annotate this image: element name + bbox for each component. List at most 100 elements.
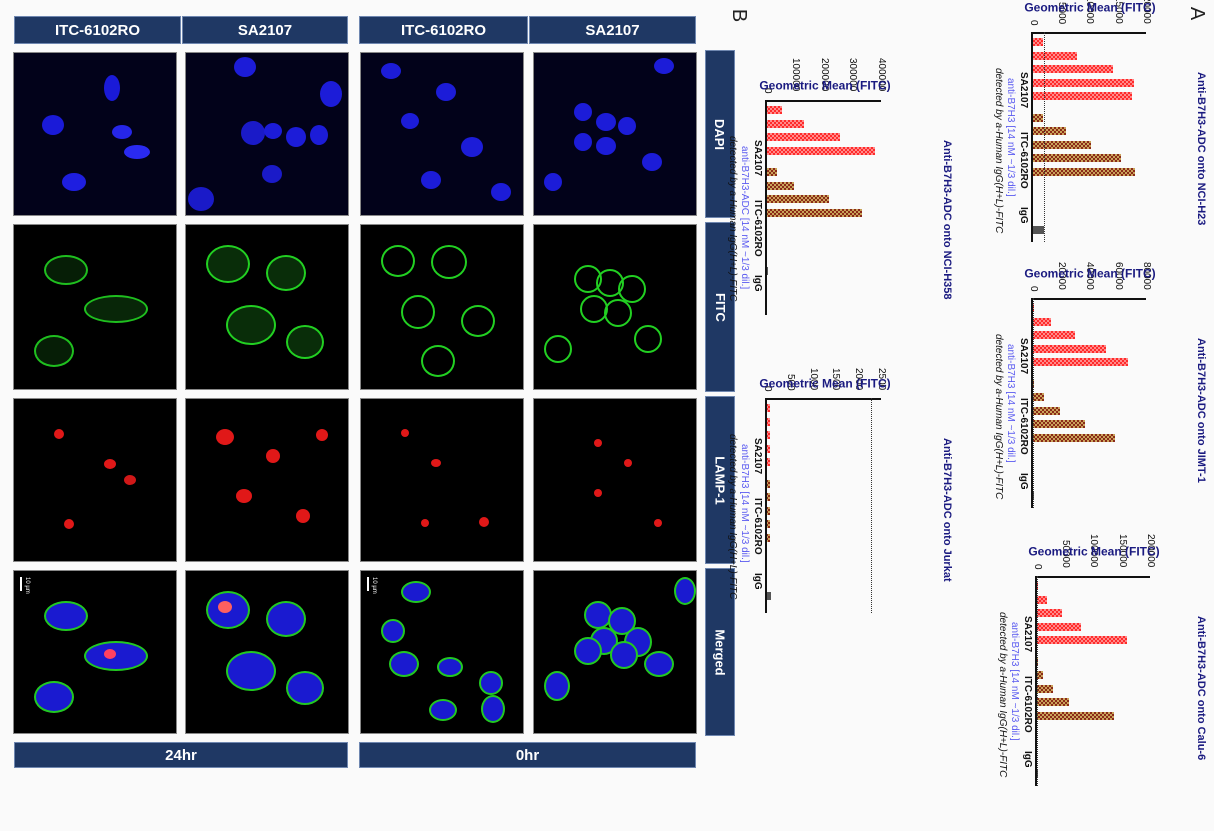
image-0hr-itc-fitc — [360, 224, 524, 390]
bar-itc — [1037, 698, 1070, 706]
time-label-0hr: 0hr — [359, 742, 696, 768]
row-label-dapi: DAPI — [705, 50, 735, 218]
y-tick-label: 0 — [1032, 564, 1043, 570]
reference-line — [1033, 298, 1035, 508]
bar-itc — [767, 506, 771, 515]
image-0hr-sa-dapi — [533, 52, 697, 216]
category-label: ITC-6102RO — [1022, 676, 1033, 733]
x-axis-note: anti-B7H3-ADC [14 nM ~1/3 dil.] — [739, 146, 750, 290]
chart-title: Anti-B7H3-ADC onto NCI-H23 — [1195, 72, 1207, 226]
bar-sa — [1033, 317, 1052, 326]
value-axis-spine — [767, 100, 881, 102]
column-header-24hr-itc: ITC-6102RO — [14, 16, 181, 44]
bar-sa — [1033, 358, 1128, 366]
bar-itc — [767, 208, 863, 217]
bar-sa — [1037, 609, 1063, 617]
chart-title: Anti-B7H3-ADC onto JIMT-1 — [1195, 338, 1207, 483]
image-24hr-sa-lamp1 — [185, 398, 349, 562]
bar-sa — [767, 119, 805, 128]
category-label: SA2107 — [1018, 72, 1029, 109]
bar-sa — [1037, 595, 1047, 604]
y-tick-label: 0 — [1028, 20, 1039, 26]
category-label: IgG — [752, 573, 763, 590]
y-axis-title: Geometric Mean (FITC) — [1024, 266, 1157, 281]
value-axis-line — [1031, 32, 1033, 242]
bar-sa — [1033, 344, 1107, 353]
y-tick-label: 0 — [1028, 286, 1039, 292]
y-axis-title: Geometric Mean (FITC) — [1028, 544, 1161, 559]
x-axis-detection-note: detected by a-Human IgG(H+L)-FITC — [993, 68, 1004, 234]
bar-sa — [1033, 331, 1076, 339]
bar-itc — [1033, 127, 1066, 135]
bar-sa — [1033, 92, 1133, 100]
bar-sa — [767, 146, 876, 155]
row-label-fitc: FITC — [705, 222, 735, 392]
bar-itc — [767, 479, 771, 488]
bar-igg — [1033, 226, 1045, 234]
column-header-24hr-sa: SA2107 — [182, 16, 348, 44]
bar-itc — [1033, 154, 1121, 162]
y-axis-title: Geometric Mean (FITC) — [759, 78, 891, 93]
bar-itc — [1037, 671, 1043, 679]
y-axis-title: Geometric Mean (FITC) — [1024, 0, 1157, 15]
bar-itc — [767, 195, 830, 203]
category-label: SA2107 — [752, 140, 763, 177]
category-label: ITC-6102RO — [752, 498, 763, 555]
bar-sa — [767, 458, 771, 466]
bar-sa — [1033, 78, 1134, 87]
bar-sa — [767, 404, 771, 412]
chart-title: Anti-B7H3-ADC onto Jurkat — [941, 438, 953, 582]
bar-itc — [1033, 406, 1060, 415]
value-axis-spine — [1033, 32, 1146, 34]
bar-itc — [767, 520, 771, 528]
bar-itc — [1033, 167, 1135, 176]
value-axis-spine — [1037, 576, 1150, 578]
category-label: SA2107 — [1018, 338, 1029, 375]
section-label-b: B — [728, 8, 751, 23]
category-label: SA2107 — [1022, 616, 1033, 653]
bar-itc — [1033, 433, 1115, 442]
column-header-0hr-sa: SA2107 — [529, 16, 696, 44]
chart-title: Anti-B7H3-ADC onto Calu-6 — [1195, 616, 1207, 761]
bar-itc — [1037, 711, 1114, 720]
x-axis-note: anti-B7H3 [14 nM ~1/3 dil.] — [1005, 344, 1016, 463]
bar-itc — [767, 168, 777, 176]
category-label: IgG — [752, 275, 763, 292]
value-axis-spine — [1033, 298, 1146, 300]
bar-itc — [1033, 420, 1086, 428]
reference-line — [1044, 32, 1046, 242]
bar-sa — [1033, 38, 1044, 46]
x-axis-detection-note: detected by a-Human IgG(H+L)-FITC — [727, 434, 738, 600]
image-24hr-itc-lamp1 — [13, 398, 177, 562]
value-axis-spine — [767, 398, 881, 400]
image-24hr-sa-fitc — [185, 224, 349, 390]
image-0hr-sa-merged — [533, 570, 697, 734]
category-label: SA2107 — [752, 438, 763, 475]
image-24hr-sa-merged — [185, 570, 349, 734]
column-header-0hr-itc: ITC-6102RO — [359, 16, 528, 44]
image-24hr-itc-fitc — [13, 224, 177, 390]
image-24hr-itc-dapi — [13, 52, 177, 216]
category-label: ITC-6102RO — [1018, 132, 1029, 189]
image-24hr-itc-merged: 10 µm — [13, 570, 177, 734]
bar-itc — [1033, 393, 1045, 401]
bar-sa — [767, 444, 771, 453]
category-label: ITC-6102RO — [1018, 398, 1029, 455]
bar-itc — [1033, 140, 1092, 149]
row-label-lamp1: LAMP-1 — [705, 396, 735, 564]
x-axis-detection-note: detected by a-Human IgG(H+L)-FITC — [997, 612, 1008, 778]
bar-igg — [767, 592, 771, 600]
x-axis-note: anti-B7H3 [14 nM ~1/3 dil.] — [1009, 622, 1020, 741]
x-axis-note: anti-B7H3 [14 nM ~1/3 dil.] — [739, 444, 750, 563]
image-0hr-itc-dapi — [360, 52, 524, 216]
bar-itc — [1033, 113, 1044, 122]
x-axis-detection-note: detected by a-Human IgG(H+L)-FITC — [993, 334, 1004, 500]
bar-itc — [1037, 684, 1053, 693]
x-axis-detection-note: detected by a-Human IgG(H+L)-FITC — [727, 136, 738, 302]
image-0hr-sa-lamp1 — [533, 398, 697, 562]
image-24hr-sa-dapi — [185, 52, 349, 216]
chart-title: Anti-B7H3-ADC onto NCI-H358 — [941, 140, 953, 300]
row-label-merged: Merged — [705, 568, 735, 736]
category-label: IgG — [1018, 473, 1029, 490]
image-0hr-itc-lamp1 — [360, 398, 524, 562]
